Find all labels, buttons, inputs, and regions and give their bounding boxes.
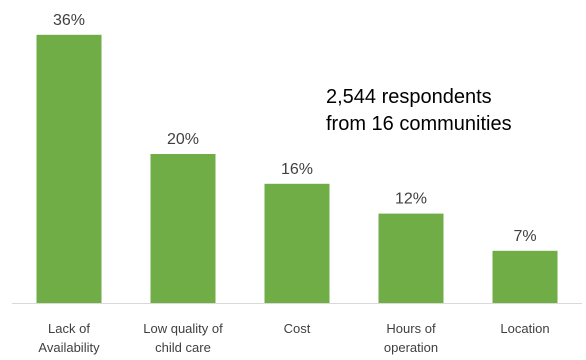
bar-0 [36,34,102,304]
bar-4 [492,250,558,303]
category-label-3: Hours of operation [384,321,438,355]
category-label-0: Lack of Availability [38,321,100,355]
value-label-2: 16% [281,161,313,178]
bar-2 [264,183,330,303]
respondents-annotation: 2,544 respondents from 16 communities [326,84,512,138]
category-label-1: Low quality of child care [143,321,223,355]
bar-1 [150,154,216,303]
annotation-line-2: from 16 communities [326,113,512,135]
value-label-1: 20% [167,131,199,148]
category-label-2: Cost [284,321,311,336]
annotation-line-1: 2,544 respondents [326,86,492,108]
bar-3 [378,213,444,303]
value-label-4: 7% [513,228,536,245]
category-label-4: Location [500,321,549,336]
value-label-3: 12% [395,191,427,208]
value-label-0: 36% [53,12,85,29]
